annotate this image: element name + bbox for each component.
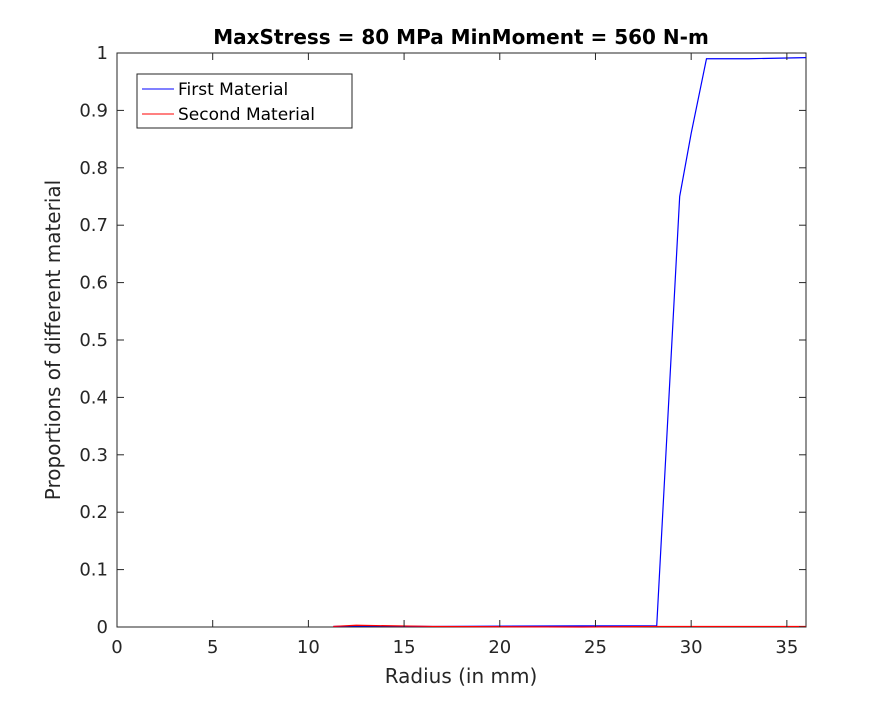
- x-tick-label: 30: [680, 637, 703, 658]
- legend: First Material Second Material: [136, 73, 353, 129]
- y-tick-label: 0.2: [79, 502, 108, 523]
- series-line-second-material: [333, 624, 806, 628]
- y-tick-label: 0.8: [79, 158, 108, 179]
- x-tick-label: 15: [393, 637, 416, 658]
- y-tick-label: 0.6: [79, 273, 108, 294]
- x-tick-label: 35: [775, 637, 798, 658]
- x-tick-label: 25: [584, 637, 607, 658]
- y-tick-label: 0.1: [79, 560, 108, 581]
- plot-area: [116, 52, 807, 628]
- y-tick-label: 0.7: [79, 215, 108, 236]
- ticks-layer: 0 5 10 15 20 25 30 35 0 0.1 0.2 0.3 0.4 0.5 0.6 0.7 0.8 0…: [79, 43, 806, 658]
- x-tick-label: 10: [297, 637, 320, 658]
- legend-label-first-material: First Material: [178, 80, 288, 100]
- chart-title: MaxStress = 80 MPa MinMoment = 560 N-m: [213, 25, 709, 49]
- y-tick-label: 0: [97, 617, 108, 638]
- series-layer: [333, 56, 807, 628]
- x-tick-label: 0: [111, 637, 122, 658]
- x-axis-label: Radius (in mm): [385, 664, 538, 688]
- y-tick-label: 0.4: [79, 387, 108, 408]
- y-tick-label: 0.3: [79, 445, 108, 466]
- x-tick-label: 5: [207, 637, 218, 658]
- y-tick-label: 0.5: [79, 330, 108, 351]
- x-tick-label: 20: [488, 637, 511, 658]
- legend-label-second-material: Second Material: [178, 105, 315, 125]
- y-tick-label: 1: [97, 43, 108, 64]
- legend-box: [136, 73, 353, 129]
- y-axis-label: Proportions of different material: [41, 180, 65, 500]
- y-tick-label: 0.9: [79, 100, 108, 121]
